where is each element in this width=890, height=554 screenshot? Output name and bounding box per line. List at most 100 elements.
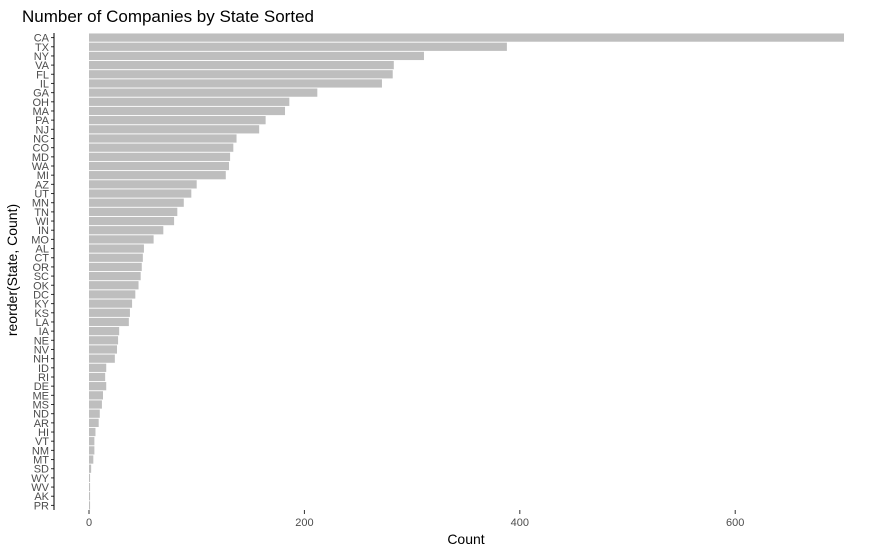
y-tick-label: MI: [37, 170, 49, 182]
y-tick-label: MO: [31, 234, 49, 246]
y-tick-label: CO: [33, 143, 50, 155]
y-tick-label: WY: [31, 473, 49, 485]
bar-me: [89, 391, 103, 400]
x-tick-label: 0: [86, 517, 92, 529]
bar-wv: [89, 482, 91, 492]
y-tick-label: NV: [34, 344, 50, 356]
y-tick-label: NM: [32, 445, 49, 457]
y-tick-label: UT: [34, 189, 49, 201]
bar-ne: [89, 336, 119, 345]
bar-ks: [89, 308, 130, 317]
y-tick-label: NH: [33, 354, 49, 366]
bar-pa: [89, 116, 266, 125]
chart-title: Number of Companies by State Sorted: [22, 7, 314, 26]
y-tick-label: KS: [34, 308, 49, 320]
bar-ky: [89, 299, 133, 308]
bar-ct: [89, 253, 143, 262]
x-tick-label: 600: [726, 517, 744, 529]
bar-ia: [89, 327, 120, 336]
bar-la: [89, 317, 129, 327]
y-tick-label: WA: [32, 161, 50, 173]
bar-ok: [89, 281, 139, 290]
y-tick-label: ND: [33, 409, 49, 421]
y-tick-label: GA: [33, 88, 50, 100]
y-tick-label: LA: [36, 317, 50, 329]
bar-mt: [89, 455, 94, 464]
y-tick-label: HI: [38, 427, 49, 439]
y-tick-label: NC: [33, 133, 49, 145]
y-tick-label: PR: [34, 500, 49, 512]
bar-id: [89, 363, 107, 372]
y-tick-label: DE: [34, 381, 49, 393]
y-tick-label: OK: [33, 280, 50, 292]
y-tick-label: AL: [36, 244, 49, 256]
y-tick-label: NJ: [36, 124, 49, 136]
y-tick-label: SC: [34, 271, 49, 283]
bar-nd: [89, 409, 100, 418]
y-tick-label: ME: [33, 390, 50, 402]
y-tick-label: MS: [33, 400, 50, 412]
bar-tn: [89, 207, 178, 217]
bars-group: [89, 33, 844, 510]
bar-nc: [89, 134, 237, 143]
bar-ms: [89, 400, 102, 409]
bar-ny: [89, 51, 424, 61]
bar-wa: [89, 161, 230, 171]
y-tick-label: FL: [36, 69, 49, 81]
y-tick-label: MT: [33, 455, 49, 467]
bar-co: [89, 143, 234, 152]
bar-al: [89, 244, 144, 253]
y-tick-label: RI: [38, 372, 49, 384]
bar-wi: [89, 216, 175, 226]
y-tick-label: AR: [34, 418, 49, 430]
bar-mi: [89, 171, 226, 180]
bar-fl: [89, 70, 393, 79]
y-tick-label: WV: [31, 482, 49, 494]
y-tick-label: TX: [35, 42, 50, 54]
bar-oh: [89, 97, 290, 106]
y-tick-label: AK: [34, 491, 49, 503]
bar-dc: [89, 290, 136, 299]
y-tick-label: IL: [40, 78, 49, 90]
x-axis-label: Count: [447, 531, 484, 547]
y-tick-label: OH: [33, 97, 50, 109]
bar-tx: [89, 42, 507, 51]
y-tick-label: DC: [33, 289, 49, 301]
y-axis-ticks: CATXNYVAFLILGAOHMAPANJNCCOMDWAMIAZUTMNTN…: [31, 33, 54, 512]
bar-md: [89, 152, 231, 161]
y-tick-label: KY: [34, 299, 49, 311]
y-tick-label: WI: [36, 216, 49, 228]
y-tick-label: MD: [32, 152, 49, 164]
y-tick-label: VA: [35, 60, 50, 72]
x-axis-ticks: 0 200 400 600: [86, 510, 744, 529]
bar-ak: [89, 492, 91, 501]
y-tick-label: NE: [34, 335, 49, 347]
bar-nh: [89, 354, 115, 363]
bar-mo: [89, 235, 154, 244]
y-tick-label: PA: [35, 115, 50, 127]
y-tick-label: NY: [34, 51, 50, 63]
y-tick-label: IA: [39, 326, 50, 338]
x-tick-label: 400: [511, 517, 529, 529]
bar-nv: [89, 345, 117, 354]
bar-ut: [89, 189, 192, 198]
bar-ri: [89, 372, 106, 382]
bar-ar: [89, 418, 99, 427]
bar-in: [89, 226, 164, 235]
y-tick-label: MA: [33, 106, 50, 118]
bar-az: [89, 180, 197, 189]
bar-de: [89, 382, 107, 391]
bar-vt: [89, 437, 95, 446]
bar-mn: [89, 198, 184, 207]
y-tick-label: IN: [38, 225, 49, 237]
bar-ca: [89, 33, 844, 42]
y-tick-label: AZ: [35, 179, 49, 191]
y-tick-label: VT: [35, 436, 49, 448]
bar-nj: [89, 125, 260, 134]
bar-nm: [89, 446, 95, 455]
bar-or: [89, 262, 142, 272]
bar-pr: [89, 501, 91, 510]
y-tick-label: CA: [34, 33, 50, 45]
